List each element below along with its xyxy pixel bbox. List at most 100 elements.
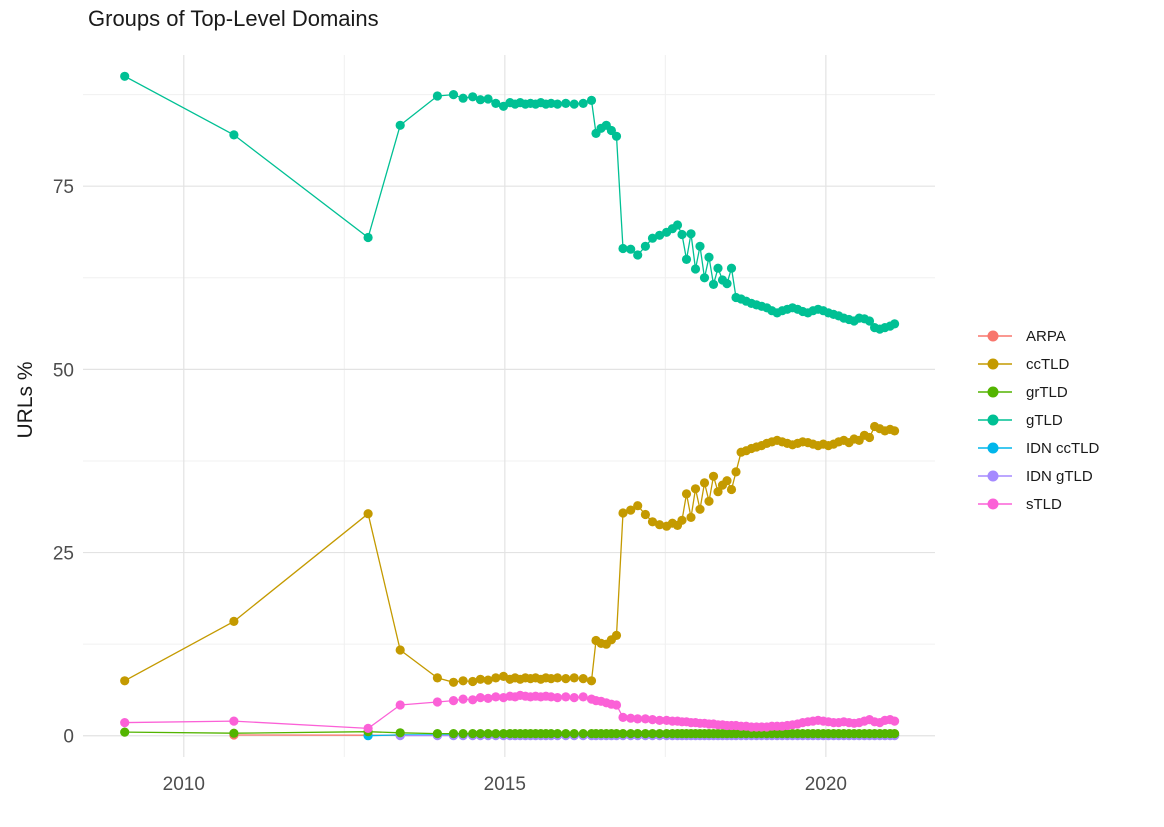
data-point-gtld bbox=[448, 90, 459, 100]
data-point-gtld bbox=[726, 263, 737, 273]
gridlines-major bbox=[83, 55, 935, 757]
data-point-stld bbox=[448, 696, 459, 706]
data-point-gtld bbox=[626, 244, 636, 254]
data-point-cctld bbox=[713, 487, 723, 497]
data-point-gtld bbox=[695, 241, 705, 251]
data-point-grtld bbox=[561, 729, 571, 739]
data-point-cctld bbox=[618, 508, 628, 518]
legend-key-icon bbox=[978, 442, 1012, 454]
data-point-cctld bbox=[552, 673, 563, 683]
data-point-cctld bbox=[626, 505, 636, 515]
data-point-gtld bbox=[647, 233, 658, 243]
axis-tick-labels: 2010 2015 2020 0 25 50 75 bbox=[53, 177, 847, 795]
legend-key-icon bbox=[978, 386, 1012, 398]
data-point-stld bbox=[647, 715, 658, 725]
data-point-grtld bbox=[432, 729, 442, 739]
data-point-gtld bbox=[699, 273, 710, 283]
data-point-gtld bbox=[468, 92, 478, 102]
data-point-cctld bbox=[681, 489, 692, 499]
data-point-cctld bbox=[483, 675, 493, 685]
data-point-cctld bbox=[647, 517, 658, 527]
data-point-gtld bbox=[655, 230, 665, 240]
legend-item-idn-cctld: IDN ccTLD bbox=[976, 434, 1099, 462]
data-point-cctld bbox=[363, 509, 373, 519]
data-point-cctld bbox=[475, 674, 485, 684]
data-point-grtld bbox=[647, 729, 658, 739]
y-tick-label: 50 bbox=[53, 360, 74, 381]
data-point-stld bbox=[618, 712, 628, 723]
data-point-cctld bbox=[229, 616, 239, 627]
data-point-gtld bbox=[681, 254, 692, 264]
gridlines-minor bbox=[83, 55, 935, 757]
data-point-cctld bbox=[491, 673, 501, 683]
legend: ARPA ccTLD grTLD gTLD IDN ccTLD IDN gTLD sTLD bbox=[976, 322, 1099, 518]
data-point-grtld bbox=[395, 728, 405, 738]
data-point-stld bbox=[890, 716, 900, 726]
data-point-gtld bbox=[677, 229, 687, 240]
legend-label: sTLD bbox=[1026, 495, 1062, 513]
legend-key-icon bbox=[978, 498, 1012, 510]
data-point-grtld bbox=[475, 729, 485, 739]
data-point-grtld bbox=[483, 729, 493, 739]
data-point-grtld bbox=[458, 729, 468, 739]
legend-key-icon bbox=[978, 414, 1012, 426]
data-point-cctld bbox=[677, 515, 687, 525]
data-point-stld bbox=[458, 694, 468, 704]
data-point-cctld bbox=[640, 509, 651, 520]
data-point-gtld bbox=[864, 316, 875, 326]
data-point-grtld bbox=[655, 729, 665, 739]
y-tick-label: 75 bbox=[53, 177, 74, 198]
legend-item-cctld: ccTLD bbox=[976, 350, 1099, 378]
data-point-stld bbox=[483, 693, 493, 704]
series-line-gtld bbox=[124, 75, 895, 330]
legend-key-icon bbox=[978, 358, 1012, 370]
data-point-grtld bbox=[611, 729, 622, 739]
data-point-grtld bbox=[491, 729, 501, 739]
data-point-gtld bbox=[640, 241, 651, 251]
data-point-gtld bbox=[552, 99, 563, 109]
data-point-grtld bbox=[120, 727, 130, 737]
data-point-stld bbox=[491, 692, 501, 702]
data-point-cctld bbox=[686, 512, 696, 523]
legend-key-icon bbox=[978, 330, 1012, 342]
legend-label: IDN gTLD bbox=[1026, 467, 1093, 485]
data-point-cctld bbox=[432, 673, 442, 683]
data-point-cctld bbox=[731, 467, 741, 477]
data-point-cctld bbox=[690, 484, 701, 494]
x-tick-label: 2015 bbox=[484, 774, 526, 795]
data-point-gtld bbox=[618, 243, 628, 254]
data-point-grtld bbox=[890, 729, 900, 739]
legend-label: IDN ccTLD bbox=[1026, 439, 1100, 457]
series-gtld bbox=[120, 71, 900, 334]
data-point-gtld bbox=[633, 250, 643, 260]
data-point-cctld bbox=[864, 432, 875, 443]
data-point-grtld bbox=[448, 729, 459, 739]
data-point-stld bbox=[120, 718, 130, 728]
data-point-gtld bbox=[713, 263, 723, 273]
legend-item-arpa: ARPA bbox=[976, 322, 1099, 350]
data-point-gtld bbox=[483, 94, 493, 104]
data-point-cctld bbox=[611, 630, 622, 641]
data-point-grtld bbox=[229, 728, 239, 738]
data-point-stld bbox=[633, 714, 643, 724]
data-point-cctld bbox=[586, 676, 597, 686]
data-point-cctld bbox=[561, 674, 571, 684]
series-grtld bbox=[120, 727, 900, 739]
data-point-grtld bbox=[498, 729, 509, 739]
series-stld bbox=[120, 690, 900, 734]
data-point-stld bbox=[578, 692, 588, 702]
data-point-gtld bbox=[569, 99, 579, 109]
data-point-stld bbox=[640, 714, 651, 724]
y-tick-label: 25 bbox=[53, 544, 74, 565]
data-point-grtld bbox=[618, 729, 628, 739]
data-point-stld bbox=[611, 700, 622, 710]
series-cctld bbox=[120, 421, 900, 687]
data-point-gtld bbox=[363, 232, 373, 243]
data-point-gtld bbox=[229, 130, 239, 140]
data-point-grtld bbox=[633, 729, 643, 739]
chart-title: Groups of Top-Level Domains bbox=[88, 6, 379, 31]
data-point-gtld bbox=[120, 71, 130, 81]
legend-key-icon bbox=[978, 470, 1012, 482]
x-tick-label: 2020 bbox=[805, 774, 847, 795]
data-point-grtld bbox=[468, 729, 478, 739]
